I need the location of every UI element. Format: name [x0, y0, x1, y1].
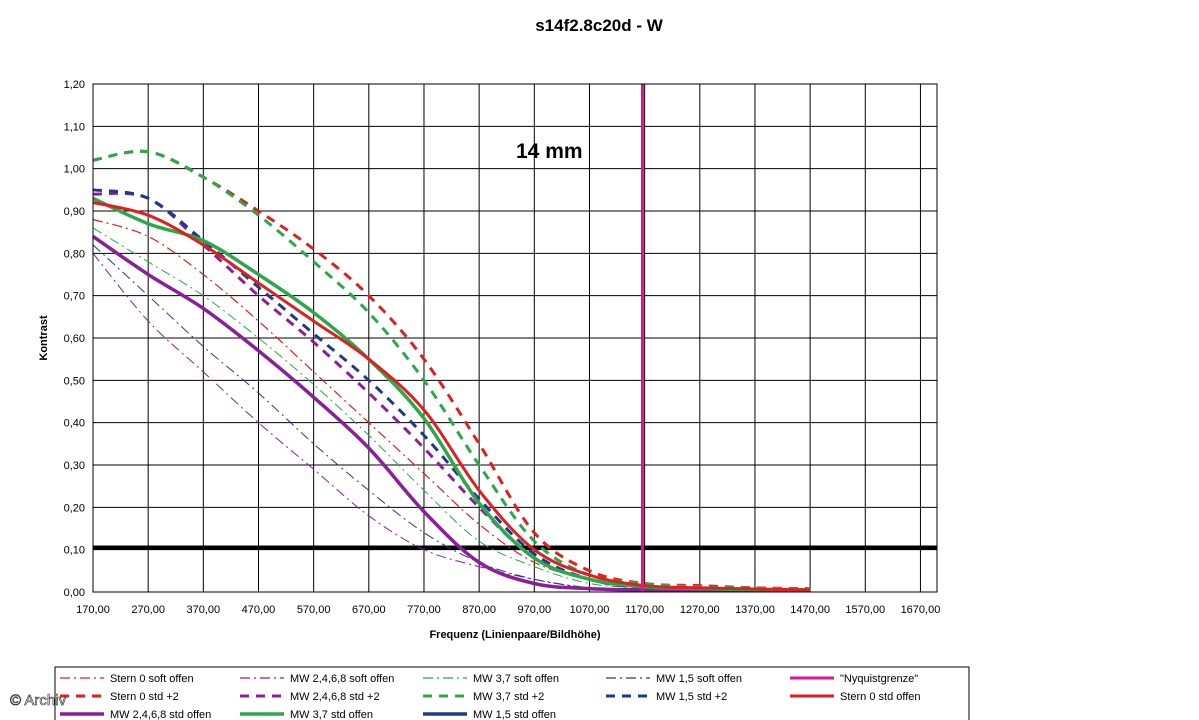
y-tick-label: 0,20 — [64, 502, 85, 514]
y-tick-label: 0,30 — [64, 460, 85, 472]
legend-label: Stern 0 std +2 — [110, 691, 179, 703]
legend-label: "Nyquistgrenze" — [840, 673, 918, 685]
x-tick-label: 170,00 — [76, 604, 110, 616]
credit-watermark: © Archiv — [10, 692, 67, 709]
y-tick-label: 0,50 — [64, 375, 85, 387]
legend-label: MW 1,5 std offen — [473, 709, 556, 720]
x-axis-label: Frequenz (Linienpaare/Bildhöhe) — [429, 629, 600, 641]
series-line — [92, 227, 811, 592]
x-tick-label: 670,00 — [352, 604, 386, 616]
x-tick-label: 1170,00 — [625, 604, 664, 616]
x-tick-label: 970,00 — [517, 604, 551, 616]
y-tick-label: 0,90 — [64, 206, 85, 218]
lens-annotation: 14 mm — [516, 140, 583, 163]
x-tick-label: 1670,00 — [901, 604, 941, 616]
legend-label: MW 3,7 soft offen — [473, 673, 559, 685]
x-tick-label: 1070,00 — [570, 604, 610, 616]
series-lines — [92, 84, 811, 593]
x-tick-label: 870,00 — [462, 604, 496, 616]
legend-label: Stern 0 soft offen — [110, 673, 194, 685]
y-tick-label: 0,00 — [64, 587, 85, 599]
legend-label: MW 3,7 std offen — [290, 709, 373, 720]
series-line — [92, 218, 811, 592]
y-tick-labels: 0,00 0,10 0,20 0,30 0,40 0,50 0,60 0,70 0,80 0,90… — [64, 79, 85, 599]
series-line — [92, 234, 811, 593]
legend-label: MW 3,7 std +2 — [473, 691, 544, 703]
y-axis-label: Kontrast — [38, 315, 50, 361]
series-line — [92, 149, 811, 591]
series-line — [92, 191, 811, 592]
x-tick-labels: 170,00 270,00 370,00 470,00 570,00 670,00 770,… — [76, 604, 940, 616]
series-line — [92, 196, 811, 592]
legend-box — [54, 666, 970, 720]
legend-label: MW 1,5 std +2 — [656, 691, 727, 703]
legend-label: MW 2,4,6,8 soft offen — [290, 673, 394, 685]
legend-label: MW 2,4,6,8 std +2 — [290, 691, 380, 703]
y-tick-label: 0,10 — [64, 545, 85, 557]
plot-frame — [92, 83, 938, 593]
y-tick-label: 0,70 — [64, 291, 85, 303]
legend: Stern 0 soft offen MW 2,4,6,8 soft offen M… — [60, 673, 921, 720]
x-tick-label: 1570,00 — [845, 604, 885, 616]
x-tick-label: 1270,00 — [680, 604, 720, 616]
y-tick-label: 0,60 — [64, 333, 85, 345]
chart-title: s14f2.8c20d - W — [535, 16, 664, 35]
y-tick-label: 1,00 — [64, 164, 85, 176]
y-tick-label: 1,10 — [64, 121, 85, 133]
x-tick-label: 1370,00 — [735, 604, 775, 616]
legend-label: MW 1,5 soft offen — [656, 673, 742, 685]
x-tick-label: 270,00 — [131, 604, 165, 616]
x-tick-label: 570,00 — [297, 604, 331, 616]
x-tick-label: 370,00 — [186, 604, 220, 616]
legend-label: MW 2,4,6,8 std offen — [110, 709, 211, 720]
x-tick-label: 770,00 — [407, 604, 441, 616]
y-tick-label: 1,20 — [64, 79, 85, 91]
series-line — [92, 188, 811, 592]
series-line — [92, 149, 811, 591]
x-tick-label: 1470,00 — [790, 604, 830, 616]
y-tick-label: 0,40 — [64, 418, 85, 430]
series-line — [92, 201, 811, 592]
x-tick-label: 470,00 — [242, 604, 276, 616]
y-tick-label: 0,80 — [64, 248, 85, 260]
legend-label: Stern 0 std offen — [840, 691, 921, 703]
